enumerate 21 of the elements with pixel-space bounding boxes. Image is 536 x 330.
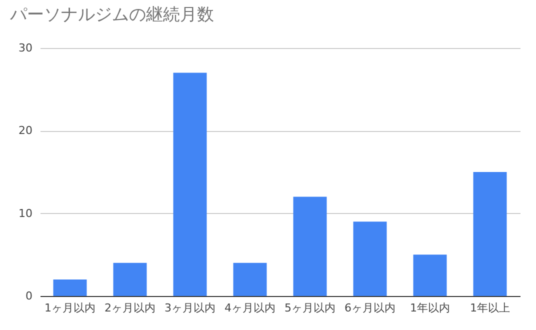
bar (473, 172, 507, 296)
x-tick-label: 5ヶ月以内 (284, 302, 336, 314)
x-tick-label: 6ヶ月以内 (344, 302, 396, 314)
y-tick-label: 10 (18, 206, 32, 220)
bar (233, 262, 267, 296)
x-tick-label: 2ヶ月以内 (104, 302, 156, 314)
x-tick-label: 1年以内 (410, 302, 450, 314)
y-tick-label: 30 (18, 42, 32, 54)
bar (173, 72, 207, 296)
chart-title: パーソナルジムの継続月数 (9, 5, 214, 25)
x-tick-label: 1年以上 (470, 302, 510, 314)
bar (293, 196, 327, 296)
bar (353, 222, 387, 296)
bar (413, 254, 447, 296)
bar (113, 262, 147, 296)
x-tick-label: 1ヶ月以内 (44, 302, 96, 314)
x-tick-label: 3ヶ月以内 (164, 302, 216, 314)
y-tick-label: 20 (18, 124, 32, 138)
y-tick-label: 0 (26, 290, 32, 302)
x-tick-label: 4ヶ月以内 (224, 302, 276, 314)
bar (53, 279, 87, 296)
